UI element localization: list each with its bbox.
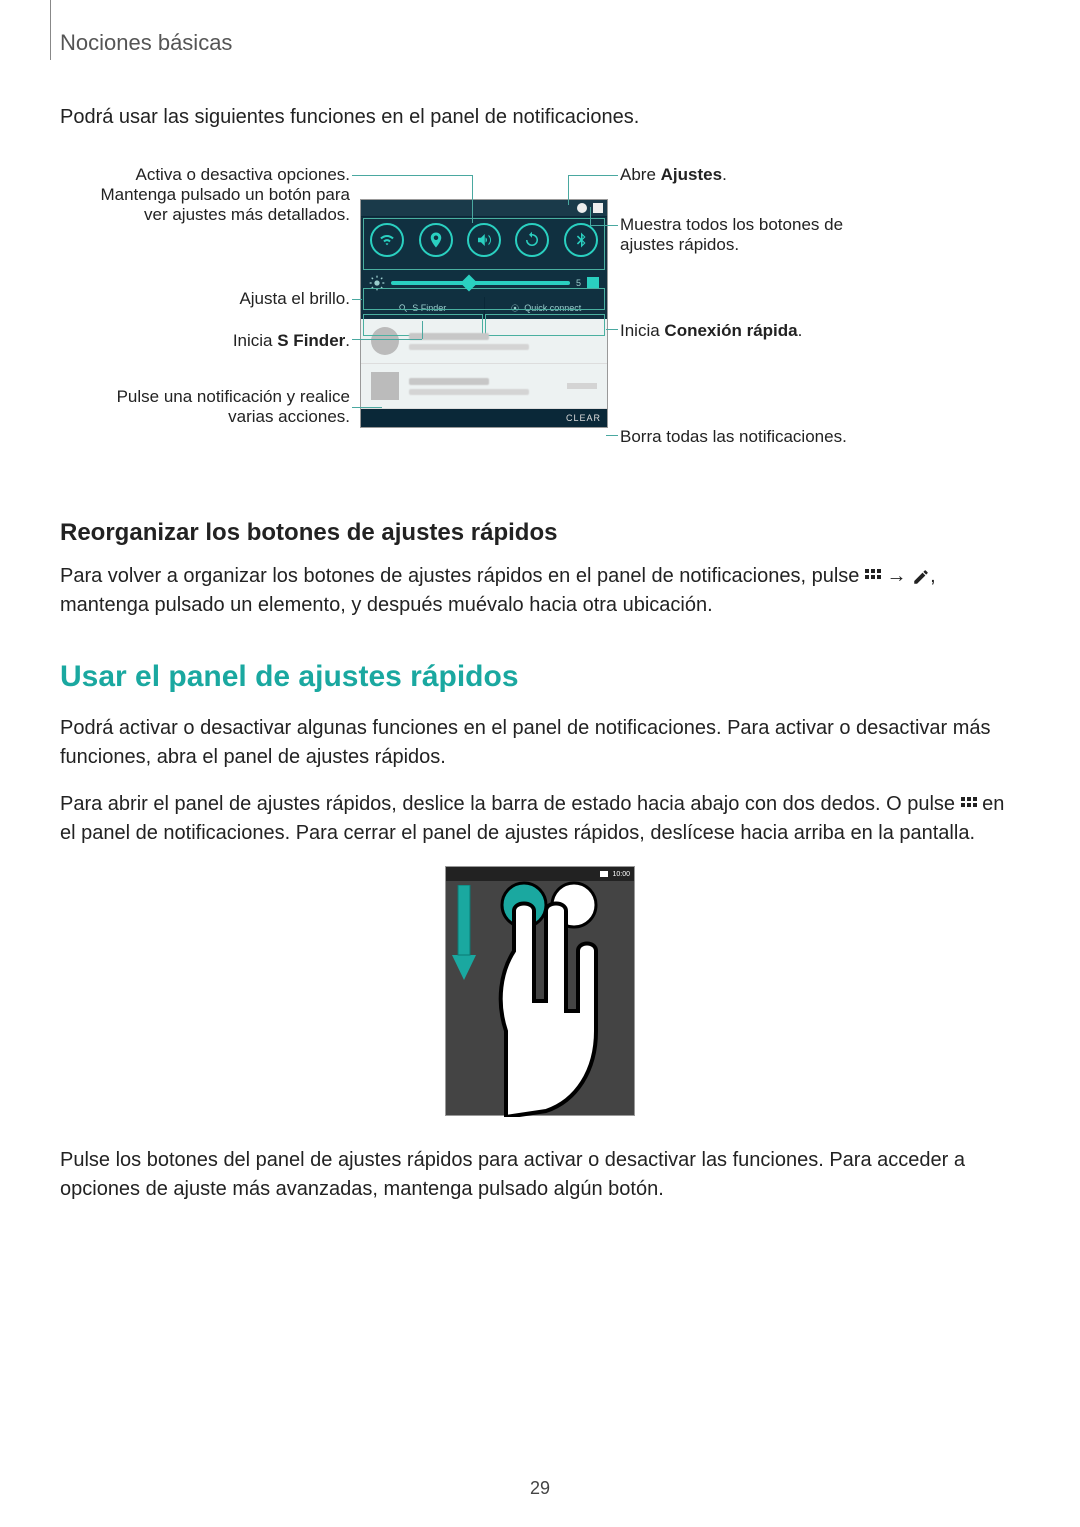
grid-icon [593, 203, 603, 213]
page-content: Nociones básicas Podrá usar las siguient… [0, 0, 1080, 1262]
gesture-status-bar: 10:00 [446, 867, 634, 881]
callout-sfinder: Inicia S Finder. [60, 331, 350, 351]
callout-text-bold: Ajustes [661, 165, 722, 184]
gesture-phone: 10:00 [445, 866, 635, 1116]
battery-icon [600, 871, 608, 877]
two-finger-hand-icon [446, 881, 636, 1117]
callout-text: Inicia [620, 321, 664, 340]
lead-line [568, 175, 569, 205]
left-margin-rule [50, 0, 51, 60]
arrow-text: → [887, 565, 913, 587]
callout-text: ver ajustes más detallados. [60, 205, 350, 225]
notification-item-2 [361, 364, 607, 409]
lead-line [352, 175, 472, 176]
qs-paragraph-3: Pulse los botones del panel de ajustes r… [60, 1146, 1020, 1204]
notif-time-blur [567, 383, 597, 389]
highlight-quickconnect [485, 314, 605, 336]
callout-toggle-options: Activa o desactiva opciones. Mantenga pu… [60, 165, 350, 225]
page-number: 29 [0, 1478, 1080, 1499]
lead-line [352, 407, 382, 408]
lead-line [606, 329, 618, 330]
callout-text: Inicia [233, 331, 277, 350]
lead-line [568, 175, 618, 176]
callout-text: Muestra todos los botones de [620, 215, 843, 235]
grid-icon [865, 569, 881, 585]
lead-line [606, 435, 618, 436]
callout-show-all: Muestra todos los botones de ajustes ráp… [620, 215, 843, 255]
callout-text: Activa o desactiva opciones. [60, 165, 350, 185]
callout-quickconnect: Inicia Conexión rápida. [620, 321, 802, 341]
callout-text: Pulse una notificación y realice [60, 387, 350, 407]
lead-line [422, 321, 423, 339]
para-text: Para abrir el panel de ajustes rápidos, … [60, 793, 961, 815]
notification-panel-diagram: 5 S Finder Quick connect [60, 159, 1020, 479]
panel-date-blur [365, 204, 367, 213]
callout-text: Abre [620, 165, 661, 184]
heading-quick-settings: Usar el panel de ajustes rápidos [60, 660, 1020, 694]
lead-line [352, 339, 422, 340]
pencil-icon [912, 568, 930, 586]
notif-thumbnail-icon [371, 372, 399, 400]
brightness-value: 5 [576, 278, 581, 288]
callout-brightness: Ajusta el brillo. [60, 289, 350, 309]
grid-icon [961, 797, 977, 813]
highlight-brightness [363, 288, 605, 310]
lead-line [352, 299, 362, 300]
subheading-reorganize: Reorganizar los botones de ajustes rápid… [60, 519, 1020, 547]
panel-status-bar [361, 200, 607, 216]
page-header: Nociones básicas [60, 30, 1020, 56]
callout-clear: Borra todas las notificaciones. [620, 427, 847, 447]
callout-text: Mantenga pulsado un botón para [60, 185, 350, 205]
callout-settings: Abre Ajustes. [620, 165, 727, 185]
highlight-quicksettings [363, 218, 605, 270]
two-finger-gesture-figure: 10:00 [60, 866, 1020, 1116]
intro-text: Podrá usar las siguientes funciones en e… [60, 106, 1020, 129]
lead-line [472, 175, 473, 223]
qs-paragraph-1: Podrá activar o desactivar algunas funci… [60, 714, 1020, 772]
callout-text: Borra todas las notificaciones. [620, 427, 847, 446]
callout-text: varias acciones. [60, 407, 350, 427]
callout-notif-action: Pulse una notificación y realice varias … [60, 387, 350, 427]
callout-text-bold: Conexión rápida [664, 321, 797, 340]
lead-line [590, 225, 618, 226]
clear-button: CLEAR [361, 409, 607, 427]
callout-text: Ajusta el brillo. [239, 289, 350, 308]
callout-text-bold: S Finder [277, 331, 345, 350]
qs-paragraph-2: Para abrir el panel de ajustes rápidos, … [60, 790, 1020, 848]
callout-text: ajustes rápidos. [620, 235, 843, 255]
gear-icon [577, 203, 587, 213]
gesture-time: 10:00 [612, 871, 630, 878]
brightness-slider [391, 281, 570, 285]
para-text: Para volver a organizar los botones de a… [60, 565, 865, 587]
lead-line [590, 207, 591, 225]
phone-panel: 5 S Finder Quick connect [360, 199, 608, 428]
reorganize-paragraph: Para volver a organizar los botones de a… [60, 562, 1020, 620]
